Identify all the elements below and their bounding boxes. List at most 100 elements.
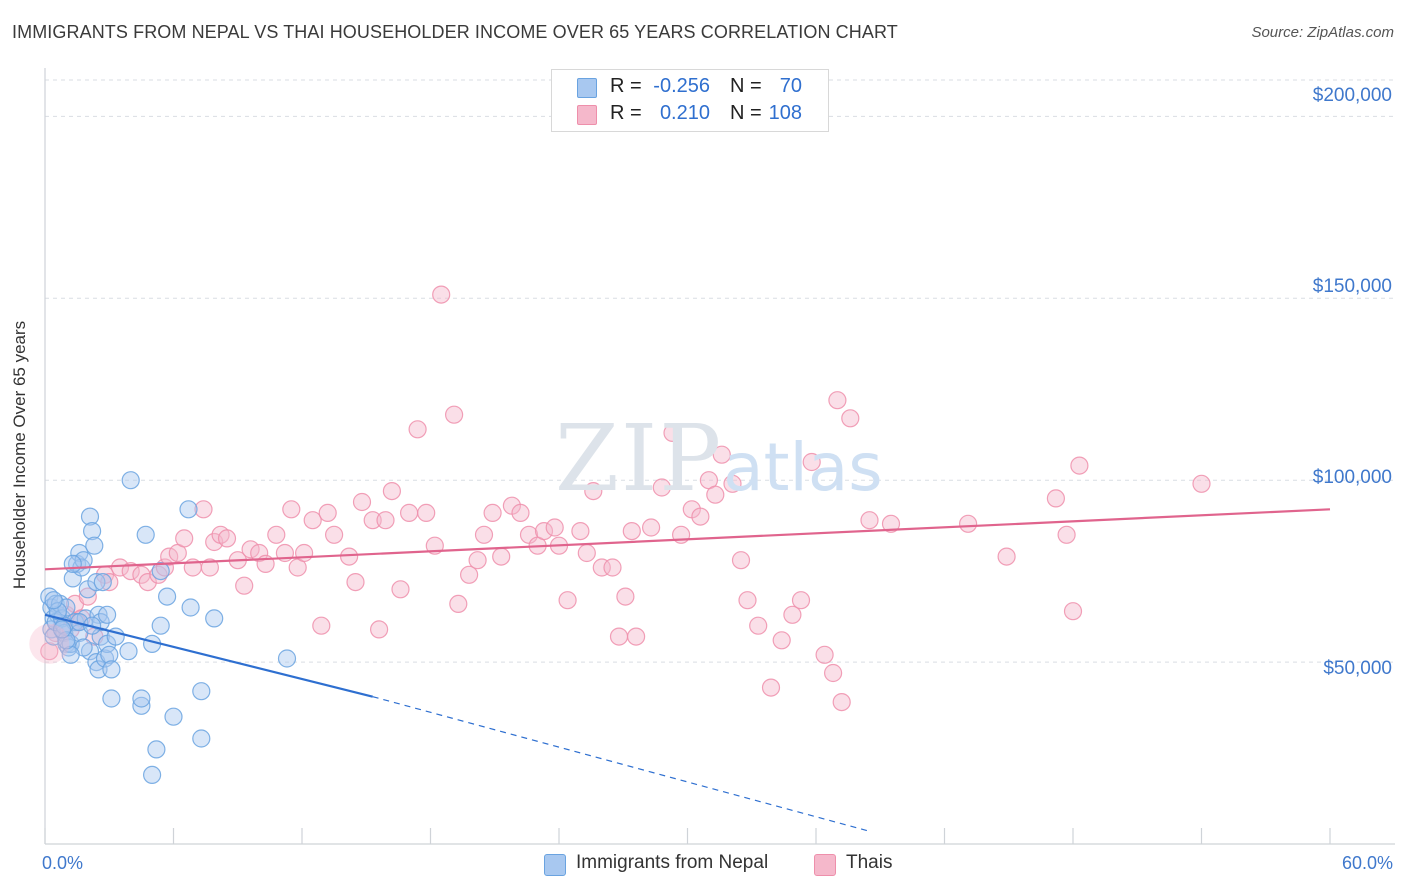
data-point (571, 521, 590, 541)
data-point (616, 587, 635, 606)
watermark-atlas: atlas (723, 429, 883, 506)
data-point (652, 478, 671, 497)
data-point (534, 521, 554, 541)
data-point (622, 521, 641, 541)
data-point (445, 405, 464, 424)
legend-label-nepal: Immigrants from Nepal (576, 852, 769, 873)
data-point (432, 285, 451, 304)
data-point (192, 682, 211, 701)
data-point (52, 620, 72, 639)
data-point (44, 591, 63, 610)
data-point (772, 631, 791, 650)
legend-n-label: N = (730, 102, 762, 124)
data-point (832, 692, 851, 712)
legend-swatch-nepal (577, 78, 597, 98)
data-point (138, 572, 157, 592)
data-point (449, 594, 468, 614)
data-point (802, 452, 821, 472)
data-point (749, 616, 768, 635)
data-point (102, 689, 121, 708)
data-point (40, 642, 59, 661)
data-point (121, 471, 140, 490)
data-point (577, 543, 596, 563)
data-point (78, 587, 97, 606)
legend-r-value: 0.210 (659, 102, 710, 124)
x-tick-label-min: 0.0% (42, 853, 84, 873)
data-point (192, 729, 211, 748)
data-point (400, 503, 419, 523)
legend-label-thais: Thais (846, 852, 893, 873)
data-point (592, 558, 611, 577)
data-point (325, 525, 344, 544)
legend-swatch-nepal (544, 854, 566, 876)
data-point (151, 616, 170, 635)
data-point (603, 558, 622, 577)
data-point (691, 507, 710, 526)
data-point (417, 503, 436, 523)
data-point (958, 514, 978, 533)
data-point (179, 500, 198, 519)
data-point (391, 580, 410, 599)
data-point (132, 689, 151, 708)
trend-lines (44, 508, 1331, 832)
data-point (738, 591, 757, 610)
data-point (723, 474, 742, 493)
data-point (200, 558, 219, 577)
legend-row-thais: R = 0.210 N = 108 (552, 100, 828, 128)
data-point (57, 631, 76, 650)
data-point-cluster (29, 623, 70, 664)
data-point (382, 482, 401, 501)
data-point (511, 503, 530, 523)
data-point (641, 518, 661, 537)
data-points (29, 285, 1211, 785)
data-point (483, 503, 502, 523)
data-point (100, 572, 119, 592)
data-point (121, 561, 140, 581)
data-point (80, 507, 100, 526)
y-tick-label-150000: $150,000 (1312, 276, 1392, 297)
data-point (89, 660, 108, 679)
data-point (460, 565, 479, 584)
data-point (881, 514, 901, 533)
data-point (474, 525, 494, 544)
data-point (706, 485, 725, 504)
data-point (761, 678, 781, 697)
data-point (136, 525, 155, 544)
correlation-legend: R = -0.256 N = 70 R = 0.210 N = 108 (551, 69, 829, 132)
legend-r-value: -0.256 (653, 75, 710, 97)
data-point (370, 620, 389, 639)
data-point (663, 423, 682, 442)
data-point (376, 511, 395, 530)
legend-n-value: 70 (779, 75, 802, 97)
data-point (626, 627, 646, 646)
data-point (282, 500, 301, 519)
legend-r-label: R = (610, 102, 642, 124)
legend-n-label: N = (730, 75, 762, 97)
data-point (731, 551, 751, 570)
data-point (1046, 489, 1066, 508)
data-point (303, 511, 322, 530)
data-point (584, 482, 603, 501)
data-point (97, 605, 117, 624)
data-point (346, 572, 365, 592)
data-point (82, 521, 102, 541)
data-point (1057, 525, 1076, 544)
data-point (267, 525, 286, 544)
data-point (340, 547, 359, 566)
trend-line-extension-nepal (372, 696, 870, 832)
y-axis-label: Householder Income Over 65 years (10, 320, 29, 590)
legend-r-label: R = (610, 75, 642, 97)
data-point (823, 663, 843, 683)
data-point (250, 543, 269, 563)
data-point (1192, 474, 1211, 493)
data-point (783, 605, 802, 624)
legend-n-value: 108 (768, 102, 802, 124)
data-point (860, 511, 879, 530)
data-point (143, 765, 162, 785)
data-point (828, 391, 847, 410)
legend-swatch-thais (814, 854, 836, 876)
data-point (712, 445, 731, 464)
data-point (1070, 456, 1089, 475)
data-point (312, 616, 331, 635)
data-point (147, 740, 166, 759)
